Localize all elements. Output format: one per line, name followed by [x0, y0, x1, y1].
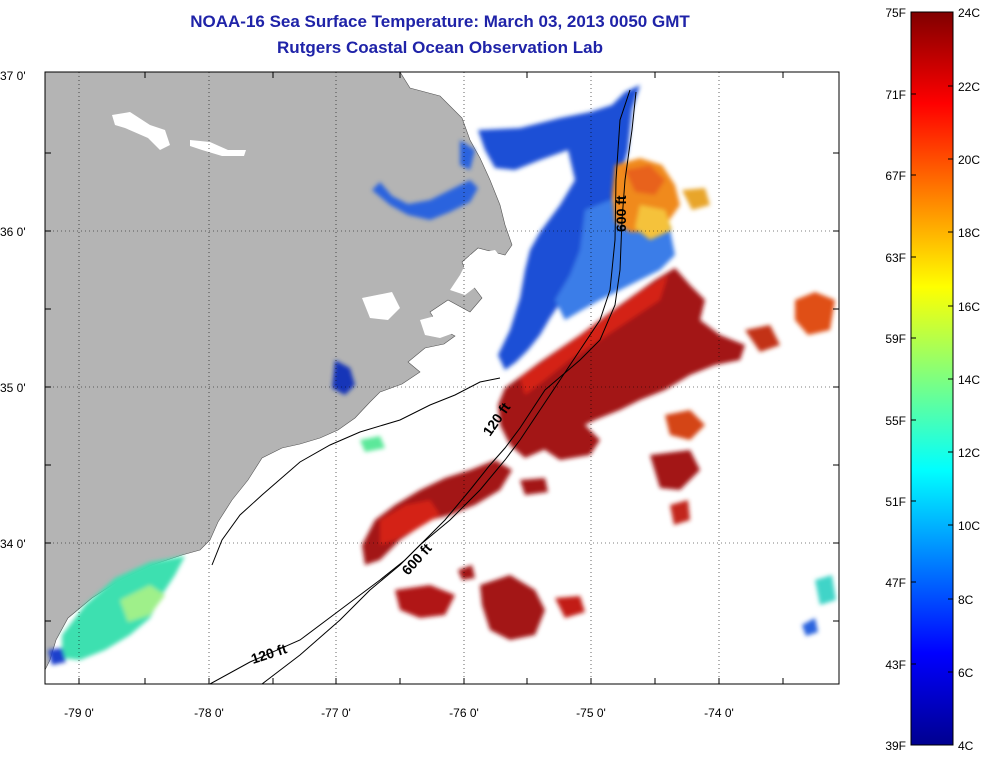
colorbar-celsius-labels: 24C 22C 20C 18C 16C 14C 12C 10C 8C 6C 4C — [958, 6, 980, 753]
colorbar-c-label: 6C — [958, 666, 974, 680]
river-water — [112, 112, 170, 150]
isobath-contours — [209, 89, 637, 684]
contour-label-600ft-north: 600 ft — [613, 195, 629, 232]
sound-water — [450, 250, 505, 295]
lat-label: 35 0' — [0, 381, 26, 395]
lon-label: -75 0' — [576, 706, 606, 720]
colorbar-f-label: 39F — [885, 739, 906, 753]
colorbar-f-label: 63F — [885, 251, 906, 265]
lat-label: 36 0' — [0, 225, 26, 239]
colorbar-c-label: 18C — [958, 226, 980, 240]
map-frame — [44, 71, 840, 685]
colorbar-c-label: 10C — [958, 519, 980, 533]
colorbar-c-label: 4C — [958, 739, 974, 753]
frame-ticks — [45, 72, 839, 684]
map-subtitle: Rutgers Coastal Ocean Observation Lab — [277, 38, 603, 57]
lon-label: -78 0' — [194, 706, 224, 720]
colorbar-f-label: 43F — [885, 658, 906, 672]
colorbar-f-label: 67F — [885, 169, 906, 183]
map-title: NOAA-16 Sea Surface Temperature: March 0… — [190, 12, 690, 31]
lon-label: -76 0' — [449, 706, 479, 720]
shelf-cool-region — [48, 436, 836, 665]
land-mass — [45, 72, 513, 671]
colorbar-c-label: 14C — [958, 373, 980, 387]
lat-label: 37 0' — [0, 69, 26, 83]
sound-water — [420, 312, 462, 338]
colorbar-c-label: 20C — [958, 153, 980, 167]
colorbar-c-label: 16C — [958, 300, 980, 314]
lon-label: -77 0' — [321, 706, 351, 720]
colorbar-c-label: 8C — [958, 593, 974, 607]
colorbar-c-label: 22C — [958, 80, 980, 94]
colorbar-f-label: 71F — [885, 88, 906, 102]
colorbar-f-label: 47F — [885, 576, 906, 590]
warm-sst-region-north — [612, 158, 710, 240]
river-water — [190, 140, 246, 156]
colorbar-f-label: 75F — [885, 6, 906, 20]
gulf-stream-warm-band — [362, 268, 835, 640]
river-water — [362, 292, 400, 320]
graticule — [45, 72, 839, 684]
colorbar-f-label: 55F — [885, 414, 906, 428]
lon-label: -74 0' — [704, 706, 734, 720]
colorbar-f-label: 51F — [885, 495, 906, 509]
colorbar-ticks — [911, 85, 953, 673]
colorbar — [910, 11, 954, 746]
lat-label: 34 0' — [0, 537, 26, 551]
colorbar-c-label: 12C — [958, 446, 980, 460]
lon-label: -79 0' — [64, 706, 94, 720]
colorbar-c-label: 24C — [958, 6, 980, 20]
colorbar-fahrenheit-labels: 75F 71F 67F 63F 59F 55F 51F 47F 43F 39F — [885, 6, 906, 753]
colorbar-f-label: 59F — [885, 332, 906, 346]
